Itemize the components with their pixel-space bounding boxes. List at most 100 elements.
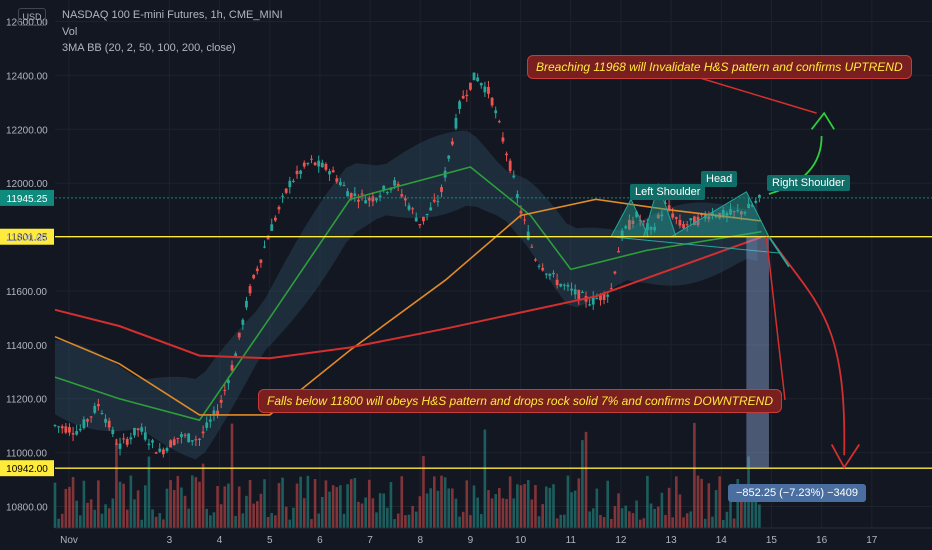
candle [161,449,165,455]
volume-bar [606,480,609,528]
candle [664,202,667,204]
candle [678,219,682,226]
x-tick-label: 13 [666,535,678,546]
measure-box [746,236,769,469]
candle [725,212,729,216]
downtrend-arrow [768,236,846,456]
candle [338,182,342,186]
candle [180,434,183,438]
volume-bar [151,509,154,528]
candle [465,94,469,97]
candle [317,160,321,167]
candle [364,200,368,204]
volume-bar [162,519,165,528]
candle [591,296,595,305]
candle [158,448,162,452]
uptrend-arrowhead [810,111,835,130]
volume-bar [573,490,577,528]
candle [378,195,382,198]
volume-bar [721,519,725,528]
candle [328,171,331,175]
downtrend-callout[interactable]: Falls below 11800 will obeys H&S pattern… [258,389,782,413]
volume-bar [190,475,194,528]
candle [515,194,519,198]
downtrend-arrowhead [830,443,861,470]
moving-average-line [54,166,762,422]
uptrend-callout[interactable]: Breaching 11968 will Invalidate H&S patt… [527,55,912,79]
volume-bar [646,475,649,528]
candle [335,178,339,182]
candle [747,203,750,209]
volume-bar [693,422,696,528]
volume-bar [324,480,328,528]
volume-bar [180,487,183,528]
candle [436,201,440,203]
candle [201,431,205,434]
candle [320,162,324,168]
band-fill [55,130,758,460]
volume-bar [310,519,313,528]
candle [385,192,389,194]
candle [266,237,270,240]
volume-bar [570,492,573,528]
candle [472,72,476,81]
candles [53,72,761,458]
bb-indicator-label[interactable]: 3MA BB (20, 2, 50, 100, 200, close) [62,42,236,54]
volume-bar [360,503,364,528]
volume-bar [469,515,472,528]
volume-bar [335,487,339,528]
volume-bar [498,488,501,528]
candle [501,137,505,142]
volume-bar [201,463,205,528]
volume-bar [111,498,115,528]
volume-bar [364,497,367,528]
volume-bar [653,508,656,528]
candle [656,214,660,218]
candle [447,155,451,159]
volume-bar [465,480,469,528]
candle [111,429,115,435]
neckline-extension [768,236,790,268]
volume-bar [436,490,440,528]
volume-bar [122,483,125,528]
candle [559,283,563,287]
candle [331,170,335,173]
volume-bar [53,482,57,528]
volume-bar [624,505,628,528]
candle [169,440,172,448]
candle [490,97,494,106]
volume-bar [418,496,422,528]
y-tick-label: 11600.00 [6,287,47,298]
candle [739,211,743,215]
candle [736,210,740,212]
volume-bar [133,499,136,528]
candle [671,213,675,218]
volume-indicator-label[interactable]: Vol [62,26,78,38]
right-shoulder-label[interactable]: Right Shoulder [767,175,850,191]
x-tick-label: 15 [766,535,778,546]
candle [548,273,552,276]
volume-bar [212,512,216,528]
uptrend-connector [699,77,817,114]
volume-bar [89,499,93,528]
candle [429,207,433,211]
measure-readout[interactable]: −852.25 (−7.23%) −3409 [728,484,867,502]
volume-bar [292,507,295,528]
volume-bar [588,511,591,528]
candle [667,205,671,209]
x-axis[interactable]: Nov 3 4 5 6 7 8 9 10 11 12 13 14 15 16 17 [55,527,932,550]
y-axis[interactable]: 10800.00 11000.00 11200.00 11400.00 11600.00… [6,18,48,514]
head-label[interactable]: Head [701,171,738,187]
currency-button[interactable]: USD [18,8,46,26]
candle [107,420,111,428]
candle [252,274,256,279]
level-label: 10942.00 [6,464,48,475]
chart-title: NASDAQ 100 E-mini Futures, 1h, CME_MINI [62,9,283,21]
left-shoulder-label[interactable]: Left Shoulder [630,184,706,200]
candle [310,158,313,160]
candle [208,419,212,422]
volume-bar [559,514,563,528]
volume-bar [552,484,555,528]
